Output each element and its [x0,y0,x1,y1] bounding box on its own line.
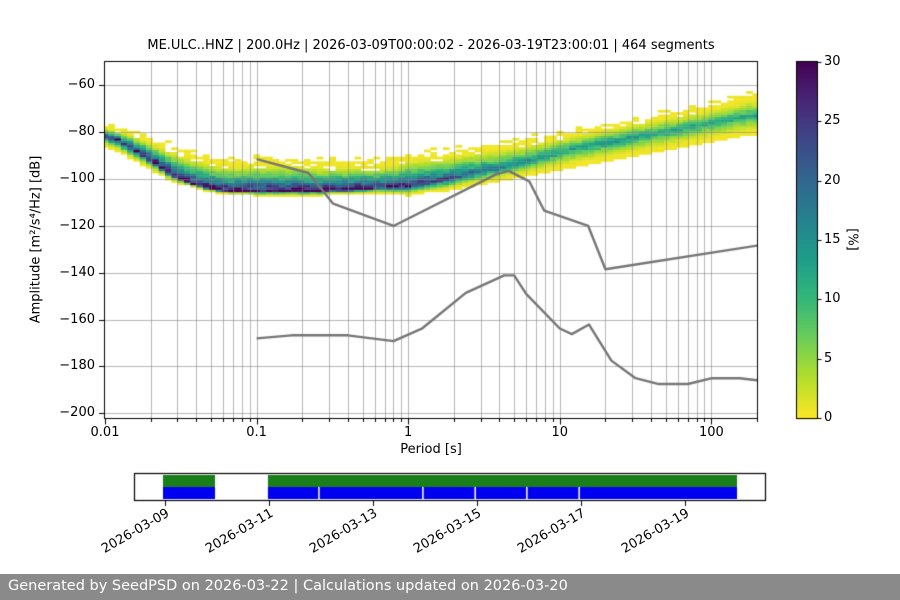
colorbar-tick-label: 25 [824,113,841,129]
colorbar-tick-label: 20 [824,172,841,188]
plot-title: ME.ULC..HNZ | 200.0Hz | 2026-03-09T00:00… [147,38,715,53]
y-tick-label: −160 [59,311,95,327]
x-tick-label: 0.01 [90,425,120,440]
x-tick-label: 100 [698,425,724,440]
x-tick-label: 0.1 [246,425,267,440]
x-tick-label: 10 [551,425,569,440]
footer-bar: Generated by SeedPSD on 2026-03-22 | Cal… [0,574,900,600]
y-tick-label: −80 [67,124,95,140]
y-tick-label: −180 [59,358,95,374]
y-axis-label: Amplitude [m²/s⁴/Hz] [dB] [28,155,44,324]
colorbar-tick-label: 15 [824,232,841,247]
colorbar-tick-label: 5 [824,350,833,366]
y-tick-label: −60 [67,77,95,93]
colorbar-tick-label: 0 [824,410,833,425]
colorbar-tick-label: 30 [824,54,841,69]
y-tick-label: −100 [59,171,95,187]
colorbar-tick-label: 10 [824,291,841,307]
x-axis-label: Period [s] [400,442,462,457]
y-tick-label: −200 [59,405,95,421]
y-tick-label: −120 [59,217,95,233]
footer-text: Generated by SeedPSD on 2026-03-22 | Cal… [8,578,568,594]
x-tick-label: 1 [404,425,413,440]
y-tick-label: −140 [59,264,95,280]
